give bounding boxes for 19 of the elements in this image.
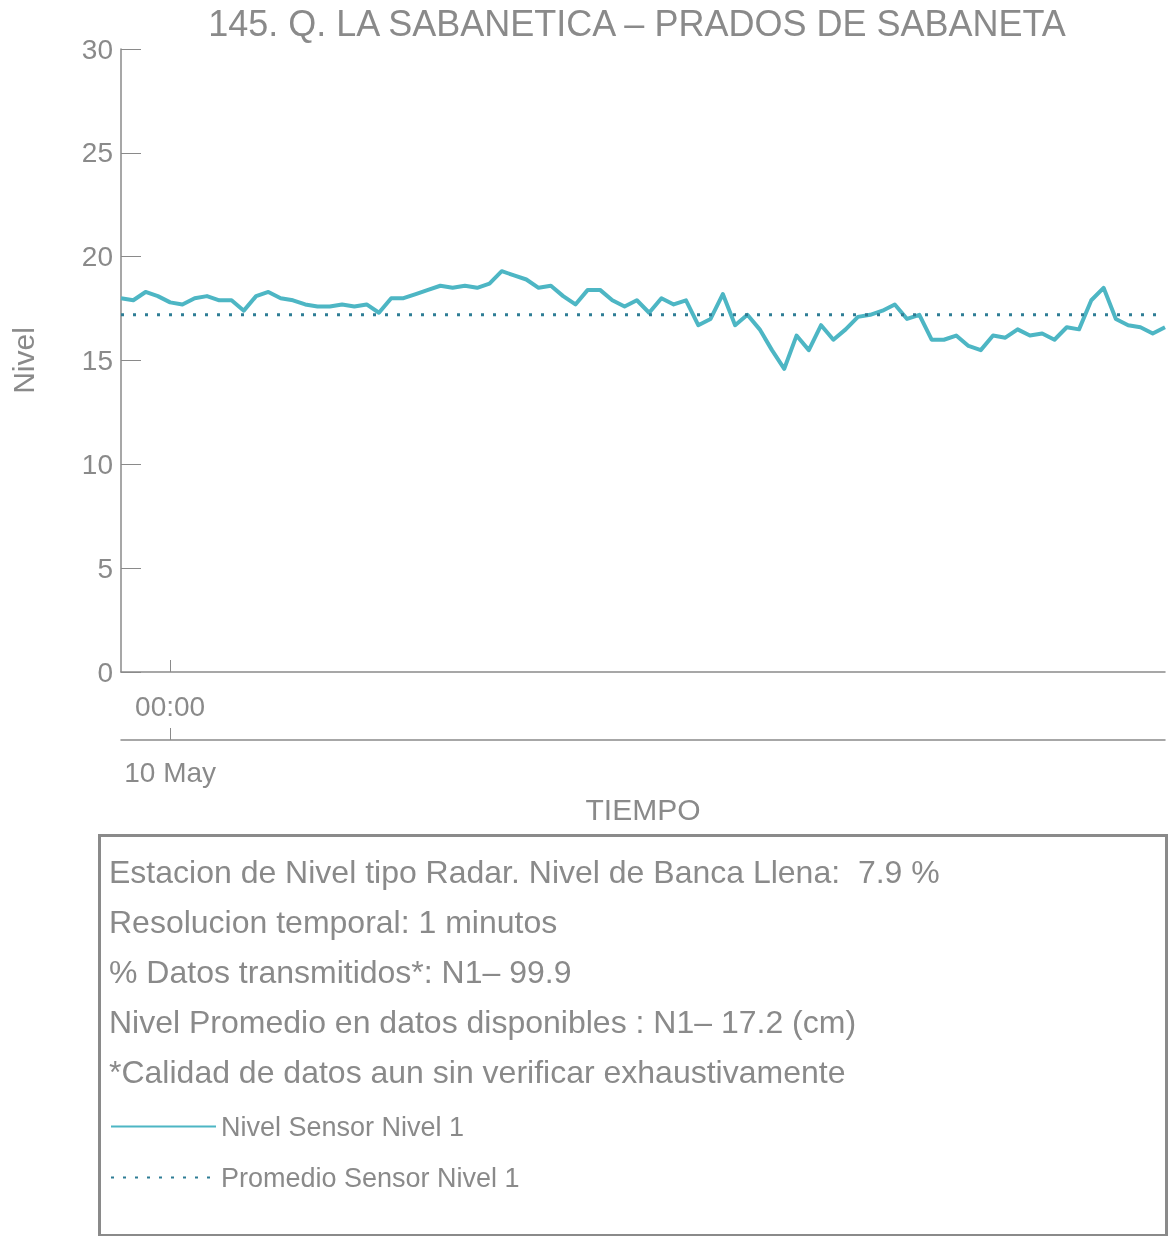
x-axis-title: TIEMPO: [585, 792, 701, 826]
y-tick-label: 5: [97, 552, 113, 584]
text: % Datos transmitidos*: N1– 99.9: [109, 954, 572, 990]
text: Nivel Promedio en datos disponibles : N1– 17.2 (cm): [109, 1004, 857, 1040]
annotation: 10 May: [124, 756, 217, 788]
legend-label: Promedio Sensor Nivel 1: [221, 1162, 520, 1193]
chart-title: 145. Q. LA SABANETICA – PRADOS DE SABANETA: [208, 2, 1066, 44]
y-axis-title: Nivel: [6, 327, 40, 394]
y-tick-label: 10: [81, 448, 113, 480]
y-tick-label: 0: [97, 656, 113, 688]
text: *Calidad de datos aun sin verificar exhaustivamente: [109, 1054, 846, 1090]
y-tick-label: 25: [81, 137, 113, 169]
y-tick-label: 20: [81, 241, 113, 273]
text: Estacion de Nivel tipo Radar. Nivel de Banca Llena: 7.9 %: [109, 854, 940, 890]
y-tick-label: 30: [81, 33, 113, 65]
x-tick-label: 00:00: [135, 690, 206, 722]
y-tick-label: 15: [81, 345, 113, 376]
legend-label: Nivel Sensor Nivel 1: [221, 1111, 465, 1142]
text: Resolucion temporal: 1 minutos: [109, 904, 558, 940]
